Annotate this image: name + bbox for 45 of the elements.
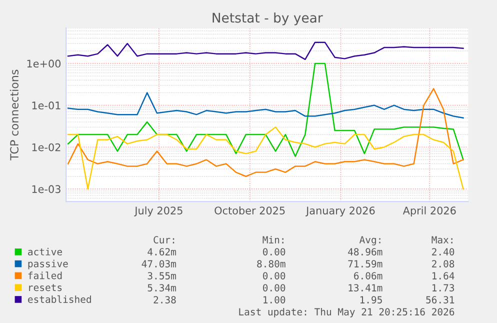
chart-title: Netstat - by year bbox=[212, 12, 323, 26]
text: 0.00 bbox=[262, 272, 286, 280]
text: 4.62m bbox=[148, 248, 176, 256]
legend-label: resets bbox=[29, 284, 62, 292]
text: 0.00 bbox=[262, 248, 286, 256]
text: 1.64 bbox=[432, 272, 454, 280]
line-series bbox=[67, 62, 464, 160]
legend-label: failed bbox=[28, 272, 62, 280]
text: 71.59m bbox=[348, 260, 382, 268]
line-series bbox=[67, 42, 464, 60]
legend-label: passive bbox=[28, 260, 68, 270]
legend-label: active bbox=[28, 248, 62, 256]
x-tick-label: January 2026 bbox=[306, 206, 375, 216]
x-tick-label: October 2025 bbox=[214, 206, 285, 214]
y-tick-label: 1e-02 bbox=[32, 143, 60, 152]
text: 2.08 bbox=[432, 260, 454, 268]
text: 2.40 bbox=[432, 248, 454, 256]
text: Avg: bbox=[359, 236, 380, 246]
text: 3.55m bbox=[148, 272, 176, 280]
x-tick-label: July 2025 bbox=[134, 206, 182, 216]
text: 6.06m bbox=[354, 272, 382, 280]
text: Cur: bbox=[154, 236, 174, 244]
y-axis-title: TCP connections bbox=[10, 70, 19, 160]
text: 1.95 bbox=[360, 296, 382, 304]
text: 0.00 bbox=[262, 284, 286, 292]
y-tick-label: 1e+00 bbox=[27, 60, 61, 68]
line-series bbox=[67, 126, 464, 190]
text: 48.96m bbox=[348, 248, 382, 256]
line-series bbox=[67, 88, 464, 177]
text: 13.41m bbox=[348, 284, 382, 292]
text: Max: bbox=[432, 236, 452, 244]
text: 8.80m bbox=[257, 260, 286, 268]
line-series bbox=[67, 92, 464, 119]
text: Last update: Thu May 21 20:25:16 2026 bbox=[239, 308, 454, 318]
x-tick-label: April 2026 bbox=[402, 206, 456, 216]
text: Min: bbox=[262, 236, 284, 244]
text: 1.00 bbox=[264, 296, 286, 304]
legend-label: established bbox=[28, 295, 91, 303]
text: 1.73 bbox=[432, 284, 454, 292]
text: 47.03m bbox=[142, 260, 176, 268]
y-tick-label: 1e-01 bbox=[32, 102, 60, 110]
text: 56.31 bbox=[426, 296, 454, 304]
text: 2.38 bbox=[154, 296, 176, 304]
text: 5.34m bbox=[148, 284, 176, 292]
y-tick-label: 1e-03 bbox=[32, 185, 60, 194]
